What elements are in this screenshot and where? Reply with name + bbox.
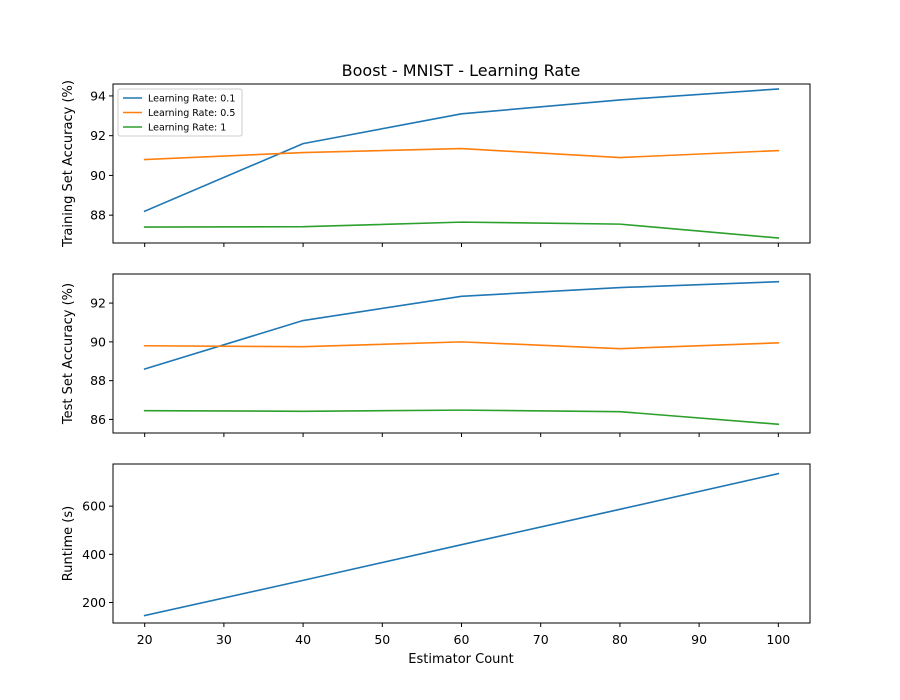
series-line-1	[143, 472, 780, 617]
series-line-1	[143, 88, 780, 213]
series-line-1	[143, 280, 780, 371]
y-tick-label: 88	[90, 373, 106, 388]
legend-box	[117, 88, 243, 137]
series-line-3	[143, 221, 780, 239]
y-tick-label: 92	[90, 296, 106, 311]
legend-entry-3: Learning Rate: 1	[148, 122, 226, 133]
y-axis-label: Test Set Accuracy (%)	[61, 283, 76, 425]
x-tick-label: 70	[533, 632, 549, 647]
chart-title: Boost - MNIST - Learning Rate	[342, 61, 581, 80]
x-tick-label: 20	[137, 632, 153, 647]
x-tick-label: 100	[766, 632, 790, 647]
series-line-2	[143, 147, 780, 161]
y-tick-label: 94	[90, 88, 106, 103]
y-tick-label: 200	[82, 595, 106, 610]
x-tick-label: 80	[612, 632, 628, 647]
subplot-3: 200 400 600 20 30 40 50 60 70 80 90 100 Runtime (s)	[61, 463, 811, 647]
y-tick-label: 92	[90, 128, 106, 143]
x-tick-label: 40	[295, 632, 311, 647]
x-tick-label: 50	[374, 632, 390, 647]
x-tick-label: 30	[216, 632, 232, 647]
subplots-group: 88 90 92 94 Training Set Accuracy (%) Learnin…	[61, 80, 811, 647]
y-tick-label: 88	[90, 208, 106, 223]
legend: Learning Rate: 0.1 Learning Rate: 0.5 Lear…	[117, 88, 243, 137]
y-tick-label: 600	[82, 499, 106, 514]
legend-entry-1: Learning Rate: 0.1	[148, 93, 235, 104]
subplot-1: 88 90 92 94 Training Set Accuracy (%) Learnin…	[61, 80, 811, 248]
x-tick-label: 90	[691, 632, 707, 647]
legend-entry-2: Learning Rate: 0.5	[148, 108, 235, 119]
y-tick-label: 90	[90, 168, 106, 183]
y-tick-label: 90	[90, 334, 106, 349]
x-tick-label: 60	[454, 632, 470, 647]
y-axis-label: Training Set Accuracy (%)	[61, 80, 76, 248]
series-line-3	[143, 409, 780, 426]
y-tick-label: 86	[90, 412, 106, 427]
x-axis-label: Estimator Count	[408, 652, 513, 667]
series-line-2	[143, 341, 780, 350]
y-tick-label: 400	[82, 547, 106, 562]
subplot-2: 86 88 90 92 Test Set Accuracy (%)	[61, 273, 811, 437]
y-axis-label: Runtime (s)	[61, 506, 76, 581]
